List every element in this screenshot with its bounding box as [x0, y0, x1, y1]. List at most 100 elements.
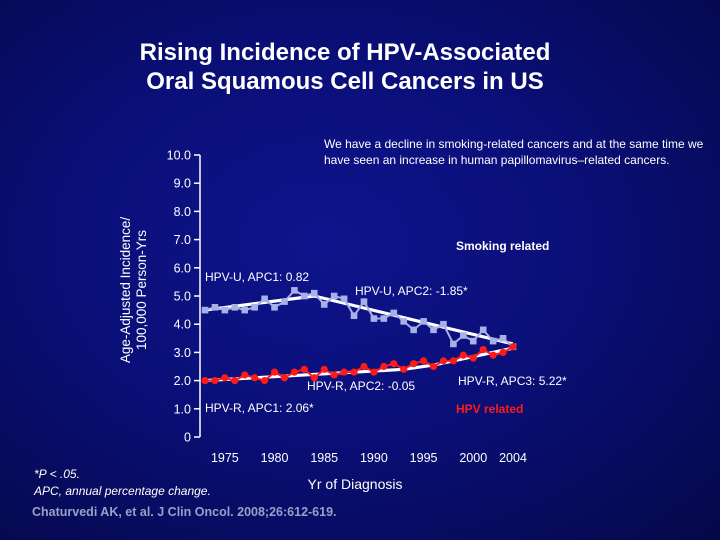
- y-tick-label: 10.0: [167, 149, 191, 163]
- y-tick-label: 4.0: [174, 318, 191, 332]
- y-tick-label: 2.0: [174, 374, 191, 388]
- y-tick-label: 0: [184, 431, 191, 445]
- hpv-data-point: [439, 357, 448, 365]
- hpv-data-point: [499, 348, 507, 356]
- y-axis-title-line-1: Age-Adjusted Incidence/: [118, 217, 133, 364]
- smoking-data-point: [271, 303, 278, 311]
- y-axis-ticks: 0 1.0 2.0 3.0 4.0 5.0 6.0 7.0 8.0 9.0 10.0: [167, 149, 200, 445]
- footnote-line-2: APC, annual percentage change.: [34, 484, 211, 498]
- y-tick-label: 6.0: [174, 261, 191, 275]
- hpv-data-point: [211, 377, 219, 385]
- hpv-data-point: [380, 362, 388, 371]
- x-tick-label: 1980: [261, 451, 289, 465]
- hpv-data-point: [330, 371, 338, 379]
- hpv-data-point: [419, 357, 428, 365]
- smoking-data-point: [479, 326, 487, 334]
- x-tick-label: 2000: [459, 451, 487, 465]
- smoking-data-point: [410, 326, 417, 334]
- hpv-data-point: [290, 368, 299, 376]
- hpv-data-point: [221, 374, 229, 382]
- hpv-data-point: [350, 368, 358, 376]
- smoking-data-point: [291, 287, 298, 294]
- hpv-data-point: [489, 351, 497, 359]
- hpv-data-point: [231, 377, 239, 385]
- footnote: *P < .05. APC, annual percentage change.: [34, 466, 211, 500]
- hpv-data-point: [340, 368, 348, 376]
- smoking-data-point: [460, 332, 467, 339]
- smoking-data-point: [261, 295, 268, 303]
- hpv-data-point: [469, 354, 477, 362]
- title-line-2: Oral Squamous Cell Cancers in US: [146, 68, 544, 95]
- hpv-data-point: [261, 377, 269, 385]
- hpv-data-point: [509, 343, 517, 351]
- slide-title: Rising Incidence of HPV-Associated Oral …: [0, 38, 690, 96]
- x-tick-label: 1985: [310, 451, 338, 465]
- smoking-data-point: [380, 315, 388, 322]
- smoking-data-point: [430, 326, 437, 334]
- smoking-data-point: [450, 340, 457, 348]
- smoking-data-point: [320, 301, 328, 308]
- x-tick-label: 1975: [211, 451, 239, 465]
- hpv-data-point: [390, 360, 398, 368]
- smoking-data-point: [489, 337, 497, 345]
- x-tick-label: 1990: [360, 451, 388, 465]
- annotation-hpv-r-apc2: HPV-R, APC2: -0.05: [307, 379, 415, 393]
- y-tick-label: 9.0: [174, 177, 191, 191]
- x-tick-label: 1995: [410, 451, 438, 465]
- smoking-data-point: [360, 298, 368, 305]
- x-axis-ticks: 1975 1980 1985 1990 1995 2000 2004: [211, 451, 527, 465]
- smoking-series-line: [204, 289, 514, 348]
- x-axis-title: Yr of Diagnosis: [308, 476, 403, 492]
- smoking-data-point: [390, 309, 398, 317]
- title-line-1: Rising Incidence of HPV-Associated: [139, 39, 551, 66]
- hpv-data-point: [370, 368, 378, 376]
- smoking-data-point: [330, 292, 338, 300]
- hpv-data-point: [251, 374, 259, 382]
- smoking-data-point: [340, 295, 348, 303]
- smoking-data-point: [281, 298, 288, 305]
- x-tick-label: 2004: [499, 451, 527, 465]
- hpv-data-point: [429, 362, 438, 371]
- smoking-data-point: [211, 303, 219, 311]
- hpv-data-point: [201, 377, 209, 385]
- smoking-data-point: [310, 289, 318, 297]
- hpv-data-point: [400, 365, 408, 373]
- y-tick-label: 8.0: [174, 205, 191, 219]
- y-axis-title-line-2: 100,000 Person-Yrs: [134, 230, 149, 350]
- y-tick-label: 3.0: [174, 346, 191, 360]
- series-label-hpv: HPV related: [456, 402, 523, 416]
- hpv-data-point: [241, 371, 249, 379]
- series-label-smoking: Smoking related: [456, 239, 549, 253]
- citation: Chaturvedi AK, et al. J Clin Oncol. 2008…: [32, 505, 337, 519]
- hpv-data-point: [280, 374, 289, 382]
- smoking-data-point: [350, 312, 358, 320]
- smoking-data-point: [251, 303, 258, 311]
- y-tick-label: 5.0: [174, 290, 191, 304]
- y-tick-label: 1.0: [174, 402, 191, 416]
- annotation-hpv-r-apc3: HPV-R, APC3: 5.22*: [458, 374, 567, 388]
- smoking-data-point: [231, 303, 239, 311]
- hpv-data-point: [479, 345, 487, 354]
- hpv-data-point: [320, 365, 328, 373]
- y-tick-label: 7.0: [174, 233, 191, 247]
- smoking-data-point: [301, 292, 308, 300]
- hpv-data-point: [270, 368, 279, 376]
- hpv-data-point: [449, 357, 457, 365]
- smoking-data-point: [241, 306, 249, 314]
- smoking-data-point: [370, 315, 378, 322]
- hpv-data-point: [300, 365, 308, 373]
- smoking-data-point: [499, 335, 507, 342]
- smoking-data-point: [440, 320, 447, 328]
- hpv-data-point: [360, 362, 368, 371]
- smoking-data-point: [221, 306, 229, 314]
- annotation-hpv-r-apc1: HPV-R, APC1: 2.06*: [205, 401, 314, 415]
- footnote-line-1: *P < .05.: [34, 467, 80, 481]
- smoking-data-point: [420, 318, 427, 325]
- explanatory-note: We have a decline in smoking‑related can…: [324, 137, 704, 167]
- smoking-data-point: [400, 318, 408, 325]
- hpv-data-point: [410, 360, 418, 368]
- series-layer: [201, 287, 517, 385]
- hpv-data-point: [459, 351, 467, 359]
- smoking-data-point: [469, 337, 477, 345]
